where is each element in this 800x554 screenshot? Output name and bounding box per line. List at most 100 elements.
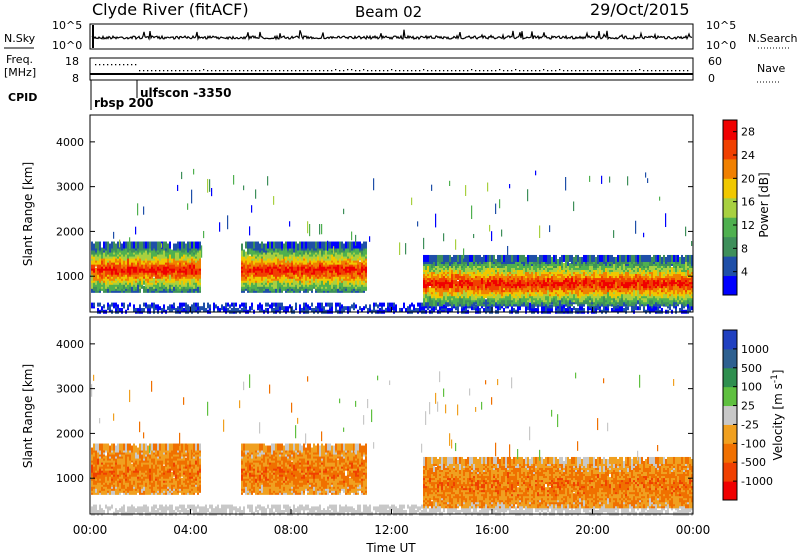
heat-cell [433, 299, 435, 307]
heat-cell [251, 302, 253, 307]
heat-cell [243, 255, 245, 263]
date-title: 29/Oct/2015 [590, 0, 690, 19]
heat-cell [315, 306, 317, 311]
heat-cell [109, 273, 111, 281]
nave-dot [603, 70, 605, 72]
heat-cell [577, 254, 579, 262]
heat-cell [169, 251, 171, 259]
heat-cell [461, 304, 463, 309]
heat-cell [95, 241, 97, 249]
heat-cell [595, 277, 597, 285]
heat-cell [339, 302, 341, 307]
nave-dot [527, 70, 529, 72]
heat-cell [285, 263, 287, 271]
nave-dot [503, 70, 505, 72]
heat-cell [191, 279, 193, 287]
heat-cell [369, 236, 371, 242]
heat-cell [99, 265, 101, 273]
heat-cell [557, 263, 559, 271]
heat-cell [267, 307, 269, 312]
heat-cell [135, 226, 137, 235]
heat-cell [279, 306, 281, 311]
heat-cell [445, 277, 447, 285]
heat-cell [499, 287, 501, 295]
heat-cell [573, 306, 575, 311]
nave-dot [687, 70, 689, 72]
heat-cell [499, 279, 501, 287]
heat-cell [315, 241, 317, 249]
heat-cell [143, 241, 145, 249]
heat-cell [159, 241, 161, 249]
heat-cell [341, 304, 343, 309]
nave-dot [391, 69, 393, 71]
heat-cell [111, 241, 113, 249]
heat-cell [101, 306, 103, 311]
heat-cell [517, 304, 519, 309]
heat-cell [179, 249, 181, 257]
heat-cell [599, 263, 601, 271]
heat-cell [325, 249, 327, 257]
heat-cell [505, 273, 507, 281]
heat-cell [299, 277, 301, 285]
heat-cell [421, 302, 423, 307]
nave-dot [255, 70, 257, 72]
heat-cell [471, 205, 473, 220]
heat-cell [579, 281, 581, 289]
heat-cell [395, 304, 397, 309]
heat-cell [449, 285, 451, 293]
heat-cell [359, 249, 361, 257]
heat-cell [317, 241, 319, 249]
heat-cell [151, 302, 153, 307]
heat-cell [513, 307, 515, 312]
heat-cell [91, 273, 93, 281]
heat-cell [457, 271, 459, 279]
heat-cell [97, 281, 99, 289]
heat-cell [457, 267, 459, 275]
heat-cell [505, 293, 507, 301]
nave-dot [371, 70, 373, 72]
heat-cell [537, 307, 539, 312]
heat-cell [433, 254, 435, 262]
nave-dot [575, 70, 577, 72]
heat-cell [301, 263, 303, 271]
heat-cell [375, 302, 377, 307]
heat-cell [487, 307, 489, 312]
heat-cell [567, 304, 569, 309]
heat-cell [249, 306, 251, 311]
heat-cell [317, 257, 319, 265]
nave-dot [483, 70, 485, 72]
heat-cell [587, 304, 589, 309]
heat-cell [513, 297, 515, 305]
heat-cell [527, 283, 529, 291]
heat-cell [121, 281, 123, 289]
nave-dot [551, 70, 553, 72]
heat-cell [189, 261, 191, 269]
heat-cell [163, 267, 165, 275]
heat-cell [139, 279, 141, 287]
heat-cell [463, 273, 465, 281]
heat-cell [547, 275, 549, 283]
heat-cell [433, 285, 435, 293]
heat-cell [463, 293, 465, 301]
heat-cell [479, 307, 481, 312]
heat-cell [583, 307, 585, 312]
heat-cell [275, 241, 277, 249]
heat-cell [545, 293, 547, 301]
heat-cell [281, 306, 283, 311]
heat-cell [433, 289, 435, 297]
heat-cell [273, 267, 275, 275]
heat-cell [347, 259, 349, 267]
heat-cell [535, 254, 537, 262]
heat-cell [405, 307, 407, 312]
heat-cell [187, 245, 189, 253]
nave-dot [167, 70, 169, 72]
heat-cell [193, 261, 195, 269]
heat-cell [325, 241, 327, 249]
heat-cell [351, 241, 353, 249]
heat-cell [273, 307, 275, 312]
nave-dot [375, 70, 377, 72]
heat-cell [233, 302, 235, 307]
heat-cell [347, 241, 349, 249]
heat-cell [529, 295, 531, 303]
heat-cell [113, 255, 115, 263]
